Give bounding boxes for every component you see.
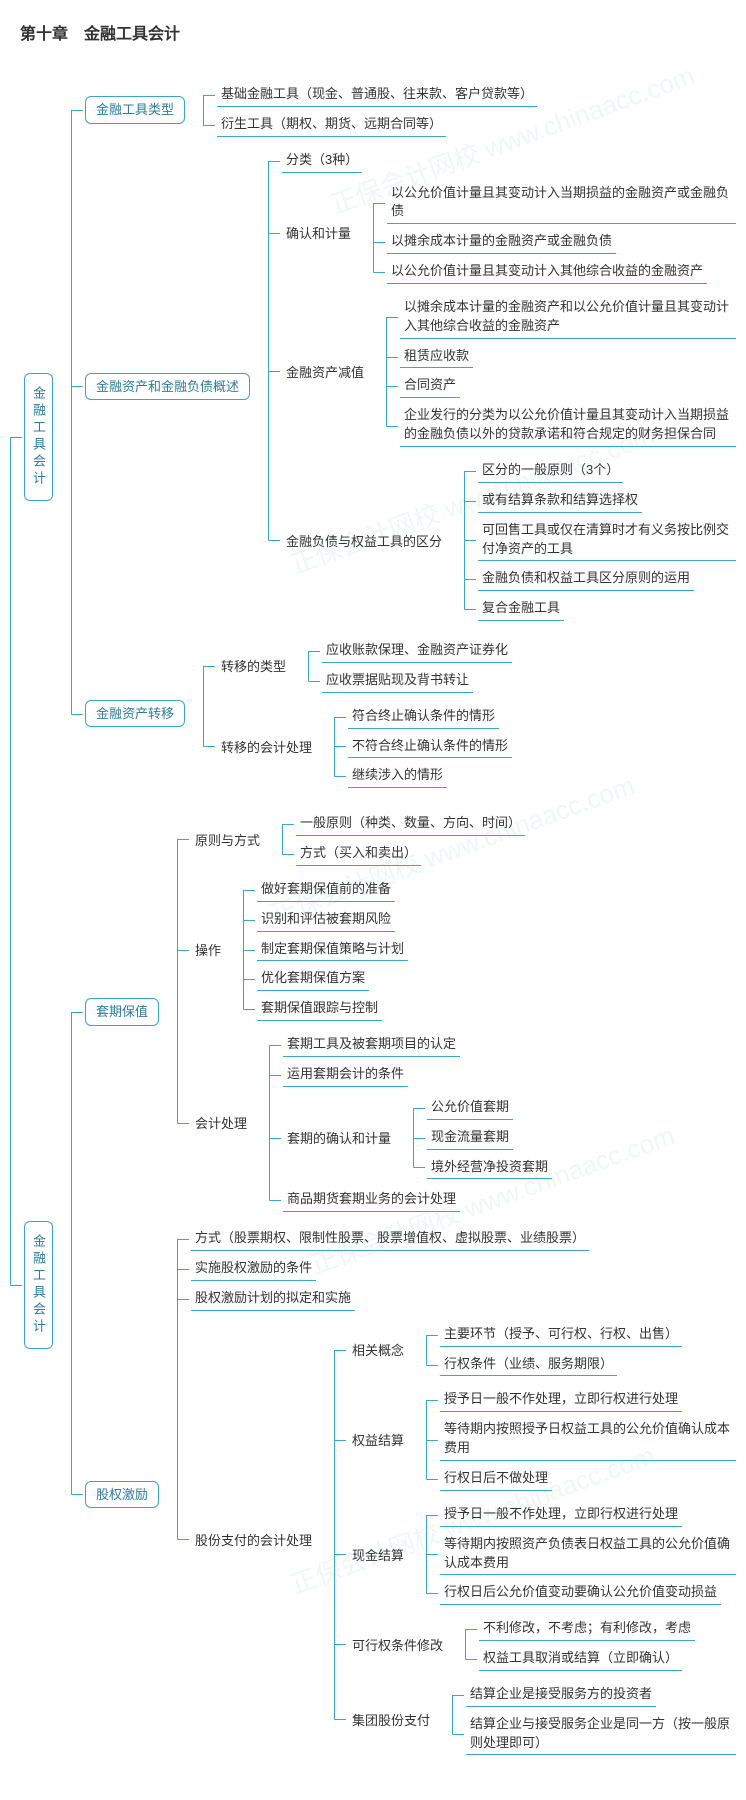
leaf: 一般原则（种类、数量、方向、时间） [296,812,525,836]
leaf: 租赁应收款 [400,345,473,369]
node-hedge: 套期保值 [85,998,159,1026]
leaf: 继续涉入的情形 [348,764,447,788]
leaf: 等待期内按照资产负债表日权益工具的公允价值确认成本费用 [440,1533,736,1576]
leaf: 不符合终止确认条件的情形 [348,735,512,759]
mindmap-tree: 金融工具会计 金融工具类型 基础金融工具（现金、普通股、往来款、客户贷款等） 衍… [10,74,736,1770]
leaf: 公允价值套期 [427,1096,513,1120]
leaf: 权益工具取消或结算（立即确认） [479,1647,682,1671]
node-overview: 金融资产和金融负债概述 [85,373,250,401]
node-hedge-op: 操作 [191,938,225,961]
node-hedge-principle: 原则与方式 [191,828,264,851]
node-types: 金融工具类型 [85,96,185,124]
node-hedge-acc: 会计处理 [191,1111,251,1134]
leaf: 分类（3种） [282,149,362,173]
node-share-payment: 股份支付的会计处理 [191,1528,316,1551]
leaf: 不利修改，不考虑；有利修改，考虑 [479,1617,695,1641]
node-cash-settle: 现金结算 [348,1543,408,1566]
leaf: 实施股权激励的条件 [191,1257,316,1281]
node-recognition: 确认和计量 [282,221,355,244]
leaf: 等待期内按照授予日权益工具的公允价值确认成本费用 [440,1418,736,1461]
leaf: 金融负债和权益工具区分原则的运用 [478,567,694,591]
root-node-1: 金融工具会计 [24,373,53,501]
leaf: 商品期货套期业务的会计处理 [283,1188,460,1212]
leaf: 以公允价值计量且其变动计入当期损益的金融资产或金融负债 [387,182,736,225]
leaf: 识别和评估被套期风险 [257,908,395,932]
leaf: 境外经营净投资套期 [427,1156,552,1180]
leaf: 制定套期保值策略与计划 [257,938,408,962]
leaf: 行权条件（业绩、服务期限） [440,1353,617,1377]
leaf: 现金流量套期 [427,1126,513,1150]
node-transfer-acc: 转移的会计处理 [217,735,316,758]
root-node-2: 金融工具会计 [24,1221,53,1349]
leaf: 符合终止确认条件的情形 [348,705,499,729]
node-hedge-recog: 套期的确认和计量 [283,1126,395,1149]
leaf: 复合金融工具 [478,597,564,621]
page-title: 第十章 金融工具会计 [10,20,736,44]
node-diff: 金融负债与权益工具的区分 [282,529,446,552]
leaf: 行权日后公允价值变动要确认公允价值变动损益 [440,1581,721,1605]
leaf: 运用套期会计的条件 [283,1063,408,1087]
node-equity-settle: 权益结算 [348,1428,408,1451]
leaf: 应收账款保理、金融资产证券化 [322,639,512,663]
leaf: 应收票据贴现及背书转让 [322,669,473,693]
leaf: 套期保值跟踪与控制 [257,997,382,1021]
node-equity: 股权激励 [85,1481,159,1509]
leaf: 方式（买入和卖出） [296,842,421,866]
leaf: 授予日一般不作处理，立即行权进行处理 [440,1388,682,1412]
leaf: 以公允价值计量且其变动计入其他综合收益的金融资产 [387,260,707,284]
leaf: 授予日一般不作处理，立即行权进行处理 [440,1503,682,1527]
leaf: 结算企业是接受服务方的投资者 [466,1683,656,1707]
leaf: 结算企业与接受服务企业是同一方（按一般原则处理即可） [466,1713,736,1756]
node-impairment: 金融资产减值 [282,360,368,383]
node-group-pay: 集团股份支付 [348,1708,434,1731]
leaf: 企业发行的分类为以公允价值计量且其变动计入当期损益的金融负债以外的贷款承诺和符合… [400,404,736,447]
leaf: 以摊余成本计量的金融资产或金融负债 [387,230,616,254]
node-concept: 相关概念 [348,1338,408,1361]
leaf: 套期工具及被套期项目的认定 [283,1033,460,1057]
leaf: 区分的一般原则（3个） [478,459,623,483]
leaf: 以摊余成本计量的金融资产和以公允价值计量且其变动计入其他综合收益的金融资产 [400,296,736,339]
node-transfer-type: 转移的类型 [217,654,290,677]
leaf: 可回售工具或仅在清算时才有义务按比例交付净资产的工具 [478,519,736,562]
leaf: 股权激励计划的拟定和实施 [191,1287,355,1311]
leaf: 方式（股票期权、限制性股票、股票增值权、虚拟股票、业绩股票） [191,1227,589,1251]
leaf: 主要环节（授予、可行权、行权、出售） [440,1323,682,1347]
leaf: 基础金融工具（现金、普通股、往来款、客户贷款等） [217,83,537,107]
leaf: 行权日后不做处理 [440,1467,552,1491]
node-transfer: 金融资产转移 [85,700,185,728]
leaf: 衍生工具（期权、期货、远期合同等） [217,113,446,137]
leaf: 合同资产 [400,374,460,398]
node-modify: 可行权条件修改 [348,1633,447,1656]
leaf: 优化套期保值方案 [257,967,369,991]
leaf: 做好套期保值前的准备 [257,878,395,902]
leaf: 或有结算条款和结算选择权 [478,489,642,513]
